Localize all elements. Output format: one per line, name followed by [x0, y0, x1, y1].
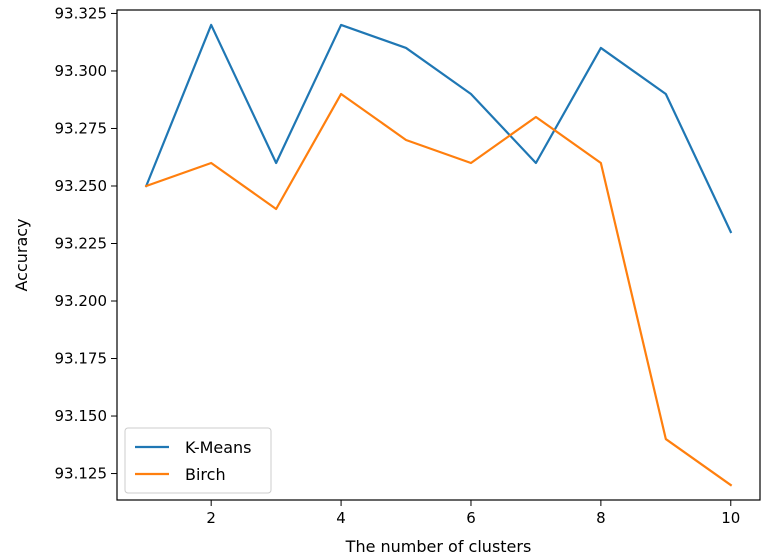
- y-tick-label: 93.275: [55, 119, 108, 137]
- x-tick-label: 10: [721, 509, 740, 527]
- y-tick-label: 93.250: [55, 177, 108, 195]
- y-tick-label: 93.325: [55, 4, 108, 22]
- x-tick-label: 4: [336, 509, 346, 527]
- series-lines: [144, 23, 733, 487]
- legend: K-Means Birch: [124, 427, 272, 494]
- y-tick-label: 93.175: [55, 350, 108, 368]
- y-axis-label: Accuracy: [12, 218, 31, 291]
- y-tick-label: 93.150: [55, 407, 108, 425]
- x-axis-label: The number of clusters: [345, 537, 532, 556]
- y-tick-label: 93.225: [55, 234, 108, 252]
- y-tick-label: 93.300: [55, 62, 108, 80]
- legend-frame: [124, 427, 272, 494]
- series-line-birch: [144, 92, 733, 487]
- y-tick-label: 93.200: [55, 292, 108, 310]
- y-axis-ticks: 93.125 93.150 93.175 93.200 93.225 93.250 93.2…: [55, 4, 117, 483]
- x-tick-label: 6: [466, 509, 476, 527]
- x-axis-ticks: 2 4 6 8 10: [206, 500, 740, 527]
- x-tick-label: 8: [596, 509, 606, 527]
- legend-label-k-means: K-Means: [185, 438, 252, 457]
- x-tick-label: 2: [206, 509, 216, 527]
- series-line-k-means: [144, 23, 733, 234]
- y-tick-label: 93.125: [55, 465, 108, 483]
- plot-frame: [116, 9, 761, 501]
- legend-label-birch: Birch: [185, 465, 226, 484]
